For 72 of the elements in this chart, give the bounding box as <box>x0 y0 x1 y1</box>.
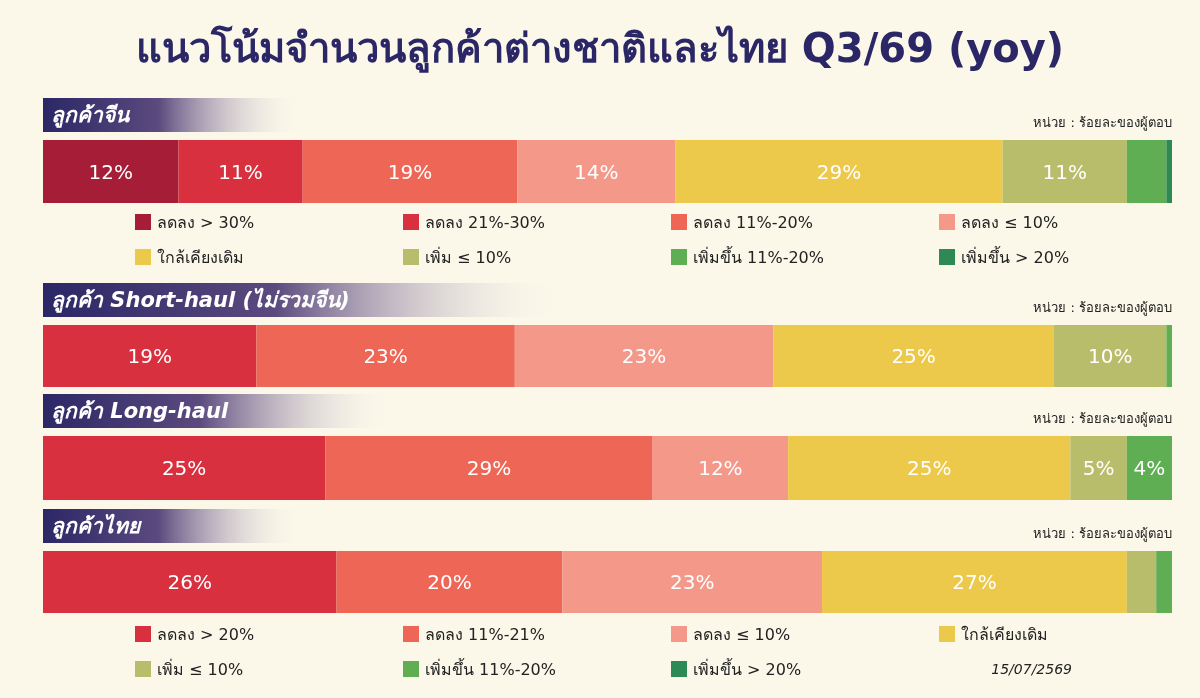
data-label: 26% <box>167 570 212 594</box>
bar <box>256 325 515 387</box>
bar <box>1166 140 1172 203</box>
bar <box>562 551 823 613</box>
data-label: 5% <box>1082 456 1115 480</box>
bar <box>1070 436 1127 500</box>
chart-subtitle: ลูกค้า Long-haul <box>51 399 229 425</box>
legend-label: ใกล้เคียงเดิม <box>157 247 244 267</box>
bar <box>788 436 1071 500</box>
data-label: 10% <box>1087 344 1133 368</box>
text: หน่วย : ร้อยละของผู้ตอบ <box>1033 411 1172 427</box>
bar <box>1002 140 1127 203</box>
data-label: 4% <box>1133 456 1166 480</box>
bar <box>1126 551 1157 613</box>
legend-label: เพิ่ม ≤ 10% <box>425 245 512 267</box>
data-label: 20% <box>427 570 472 594</box>
legend-label: เพิ่มขึ้น 11%-20% <box>425 657 556 679</box>
bar <box>302 140 518 203</box>
bar <box>43 325 257 387</box>
bar <box>1156 551 1172 613</box>
bar <box>1166 325 1172 387</box>
bar <box>675 140 1003 203</box>
legend-label: ลดลง > 20% <box>157 624 255 644</box>
chart-subtitle: ลูกค้าจีน <box>51 103 131 129</box>
data-label: 25% <box>891 344 936 368</box>
data-label: 23% <box>669 570 715 594</box>
legend-label: เพิ่มขึ้น > 20% <box>961 245 1070 267</box>
bar <box>43 551 337 613</box>
data-label: 12% <box>88 159 133 184</box>
bar <box>325 436 653 500</box>
legend-label: เพิ่ม ≤ 10% <box>157 657 244 679</box>
bar <box>822 551 1127 613</box>
legend-label: ลดลง ≤ 10% <box>961 212 1059 232</box>
data-label: 14% <box>573 159 619 184</box>
text: หน่วย : ร้อยละของผู้ตอบ <box>1033 526 1172 542</box>
data-label: 12% <box>698 456 743 480</box>
legend-label: ลดลง 21%-30% <box>425 212 545 232</box>
bar <box>773 325 1055 387</box>
data-label: 23% <box>363 344 408 368</box>
data-label: 19% <box>387 159 433 184</box>
bar <box>43 436 326 500</box>
data-label: 29% <box>816 159 862 184</box>
text: หน่วย : ร้อยละของผู้ตอบ <box>1033 115 1172 131</box>
data-label: 23% <box>621 344 667 368</box>
data-label: 29% <box>466 456 512 480</box>
data-label: 11% <box>1042 159 1087 184</box>
bar <box>517 140 676 203</box>
bar <box>1126 436 1172 500</box>
bar <box>1054 325 1167 387</box>
text: หน่วย : ร้อยละของผู้ตอบ <box>1033 300 1172 316</box>
data-label: 11% <box>218 159 263 184</box>
bar <box>1126 140 1167 203</box>
bar <box>43 140 179 203</box>
bar <box>514 325 774 387</box>
legend-label: ลดลง 11%-20% <box>693 212 813 232</box>
chart-subtitle: ลูกค้าไทย <box>51 513 142 540</box>
legend-label: ลดลง ≤ 10% <box>693 624 791 644</box>
bar <box>336 551 563 613</box>
legend-label: เพิ่มขึ้น > 20% <box>693 657 802 679</box>
legend-label: เพิ่มขึ้น 11%-20% <box>693 245 824 267</box>
data-label: 27% <box>952 570 997 594</box>
legend-label: ลดลง > 30% <box>157 212 255 232</box>
bar <box>178 140 303 203</box>
bar <box>652 436 789 500</box>
chart-title: แนวโน้มจำนวนลูกค้าต่างชาติและไทย Q3/69 (yoy) <box>135 25 1065 73</box>
text: 15/07/2569 <box>991 661 1073 677</box>
legend-label: ลดลง 11%-21% <box>425 624 545 644</box>
chart-subtitle: ลูกค้า Short-haul (ไม่รวมจีน) <box>51 287 350 314</box>
data-label: 25% <box>161 456 207 480</box>
data-label: 25% <box>907 456 952 480</box>
legend-label: ใกล้เคียงเดิม <box>961 624 1048 644</box>
data-label: 19% <box>127 344 172 368</box>
